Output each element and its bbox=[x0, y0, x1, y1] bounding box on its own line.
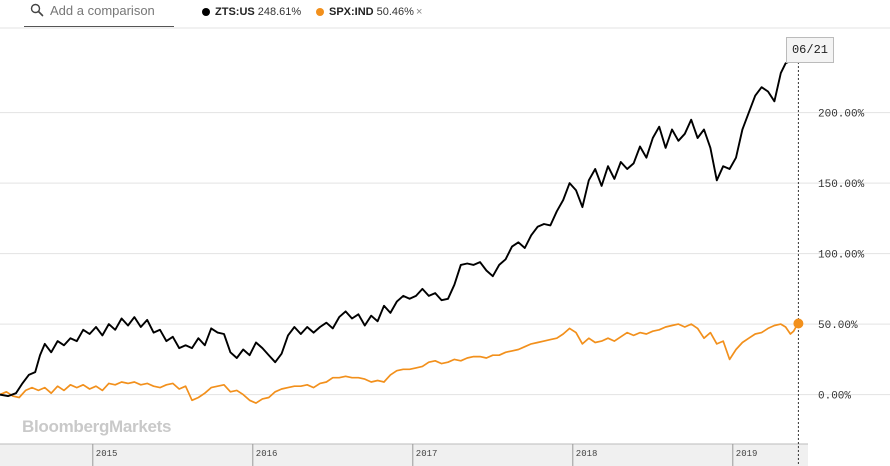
legend-dot-zts bbox=[202, 8, 210, 16]
y-tick-label: 0.00% bbox=[818, 391, 851, 403]
top-bar: ZTS:US 248.61% SPX:IND 50.46% × bbox=[0, 0, 890, 30]
legend-pct-spx: 50.46% bbox=[376, 6, 414, 18]
legend-symbol-zts: ZTS:US bbox=[215, 6, 255, 18]
legend-item-zts: ZTS:US 248.61% bbox=[202, 4, 301, 20]
comparison-search[interactable] bbox=[24, 0, 174, 27]
legend-symbol-spx: SPX:IND bbox=[329, 6, 374, 18]
x-tick-label: 2019 bbox=[736, 449, 758, 459]
x-tick-label: 2018 bbox=[576, 449, 598, 459]
y-tick-label: 50.00% bbox=[818, 320, 858, 332]
legend-item-spx: SPX:IND 50.46% × bbox=[316, 4, 422, 20]
search-input[interactable] bbox=[50, 2, 170, 18]
x-axis-band bbox=[0, 444, 808, 466]
legend-pct-zts: 248.61% bbox=[257, 6, 302, 18]
y-tick-label: 150.00% bbox=[818, 179, 865, 191]
remove-comparison-button[interactable]: × bbox=[415, 6, 423, 18]
series-line-spxind bbox=[0, 322, 800, 404]
series-line-ztsus bbox=[0, 43, 800, 398]
legend-dot-spx bbox=[316, 8, 324, 16]
y-tick-label: 100.00% bbox=[818, 250, 865, 262]
x-tick-label: 2017 bbox=[416, 449, 438, 459]
bloomberg-watermark: BloombergMarkets bbox=[22, 417, 172, 436]
date-tooltip: 06/21 bbox=[786, 37, 834, 63]
end-marker-spxind bbox=[793, 318, 804, 329]
x-tick-label: 2016 bbox=[256, 449, 278, 459]
y-tick-label: 200.00% bbox=[818, 109, 865, 121]
search-icon bbox=[30, 3, 44, 17]
x-tick-label: 2015 bbox=[96, 449, 118, 459]
